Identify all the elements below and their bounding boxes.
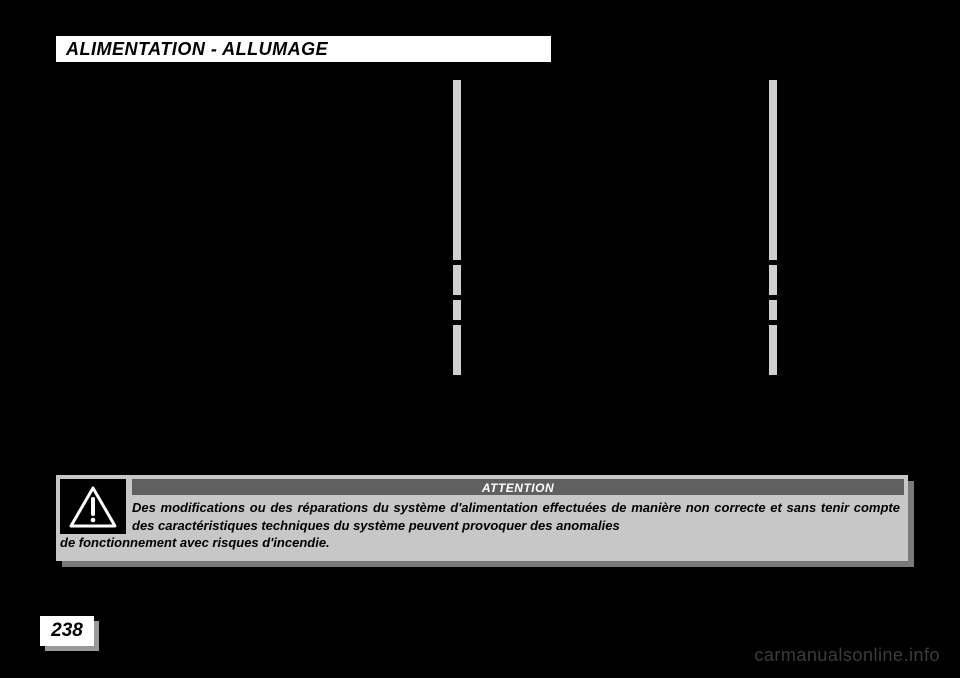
- attention-text-main: Des modifications ou des réparations du …: [132, 500, 900, 533]
- attention-text-last: de fonctionnement avec risques d'incendi…: [60, 534, 900, 552]
- attention-body: Des modifications ou des réparations du …: [132, 499, 900, 555]
- column-divider: [453, 300, 461, 320]
- page-number-value: 238: [51, 620, 83, 642]
- column-divider: [769, 300, 777, 320]
- column-divider: [769, 265, 777, 295]
- page: ALIMENTATION - ALLUMAGE ATTENTION Des mo…: [0, 0, 960, 678]
- column-divider: [769, 325, 777, 375]
- watermark: carmanualsonline.info: [754, 645, 940, 666]
- warning-triangle-icon: [60, 479, 126, 534]
- column-divider: [453, 80, 461, 260]
- column-divider: [453, 265, 461, 295]
- column-divider: [769, 80, 777, 260]
- attention-header-label: ATTENTION: [482, 481, 554, 495]
- section-title-bar: ALIMENTATION - ALLUMAGE: [56, 36, 551, 62]
- page-number: 238: [40, 616, 94, 646]
- section-title: ALIMENTATION - ALLUMAGE: [66, 39, 328, 60]
- attention-header: ATTENTION: [132, 479, 904, 495]
- column-divider: [453, 325, 461, 375]
- attention-callout: ATTENTION Des modifications ou des répar…: [56, 475, 908, 561]
